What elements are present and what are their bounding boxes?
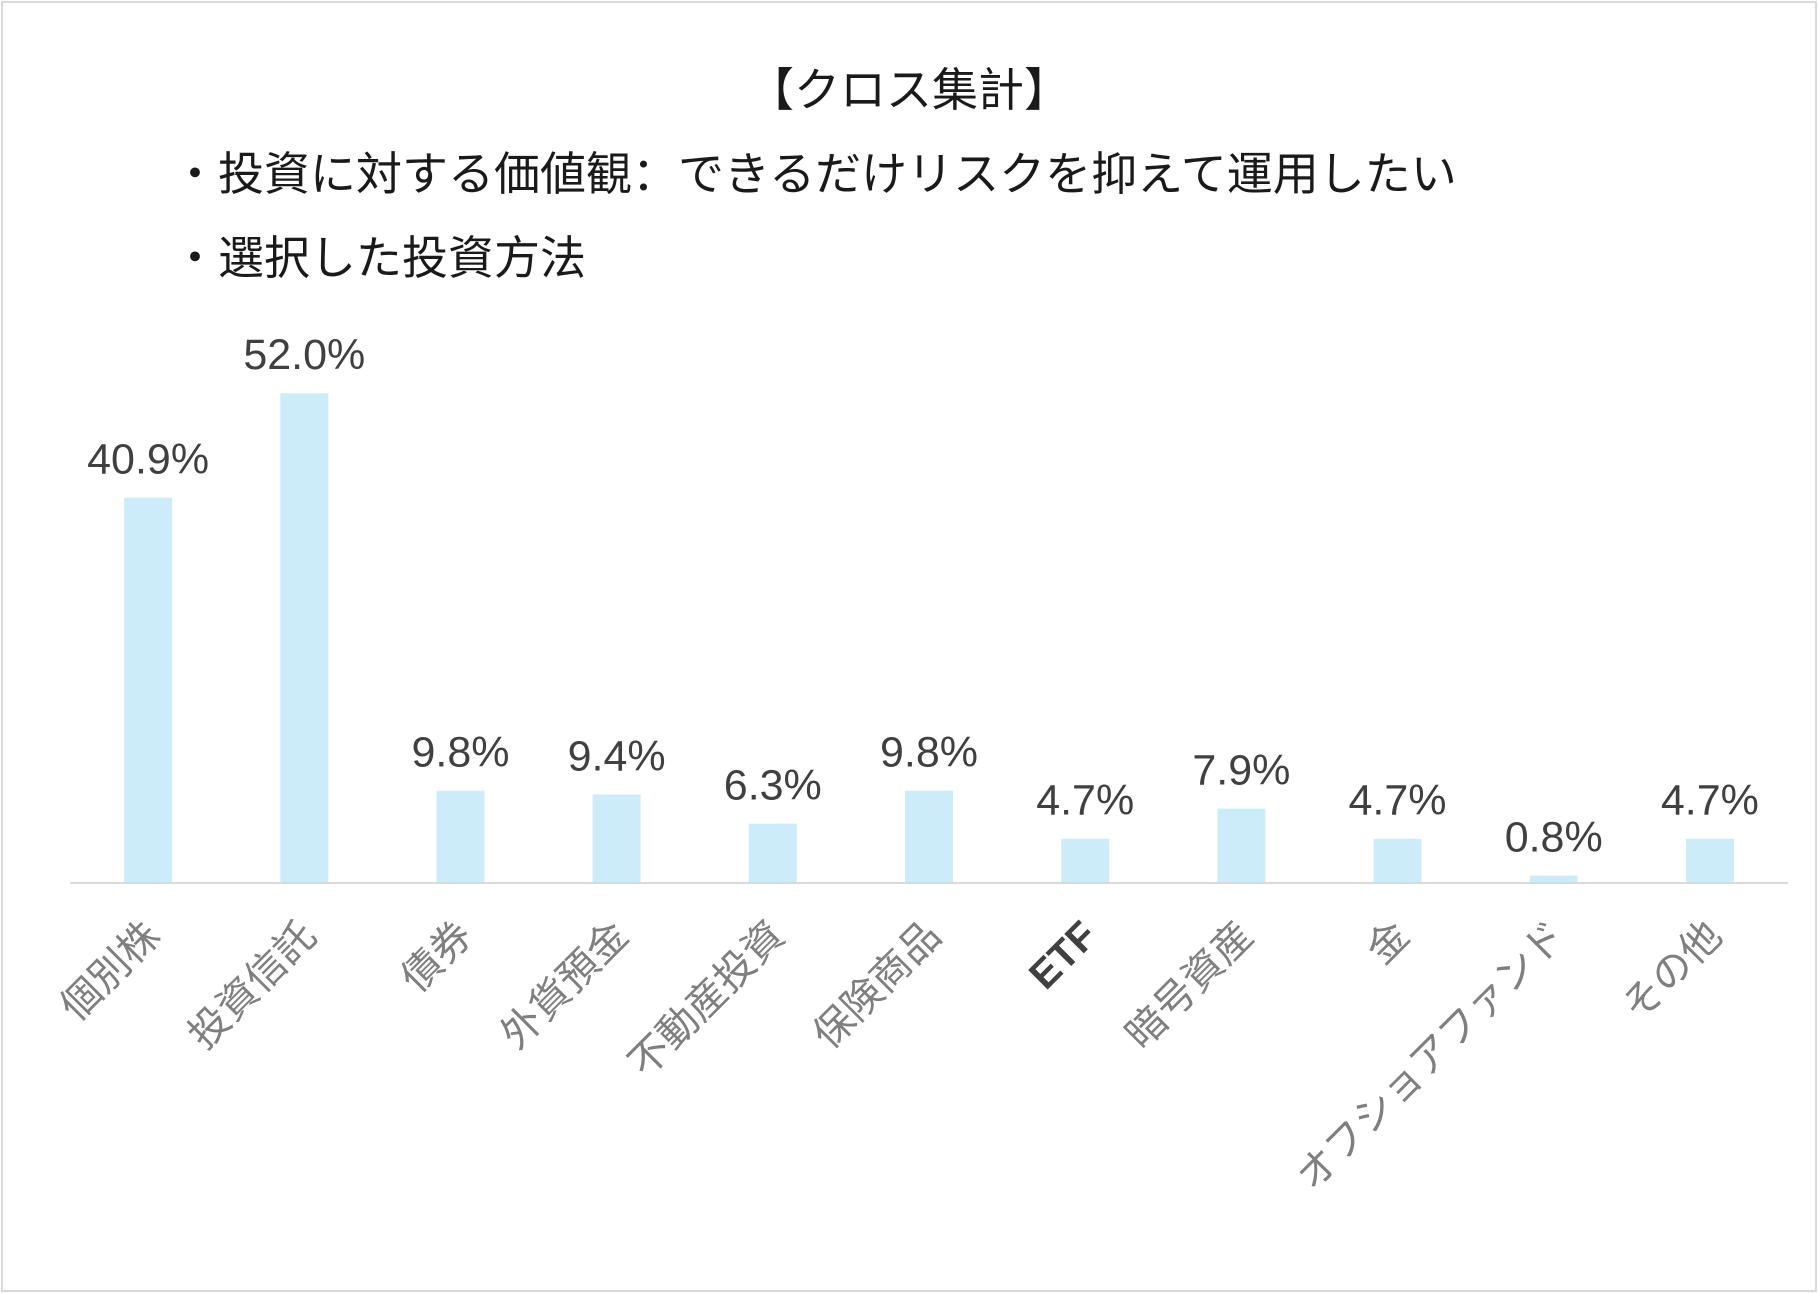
category-label-group: 個別株 投資信託 債券 外貨預金不動産投資 保険商品 ETF 暗号資産 金オフショアファンドそ…: [52, 913, 1731, 1200]
category-label-2: 投資信託: [180, 913, 326, 1059]
category-label-10: オフショアファンド: [1288, 913, 1575, 1200]
bar-3: [436, 790, 485, 883]
bar-10: [1529, 875, 1578, 883]
value-label-10: 0.8%: [1505, 814, 1603, 862]
category-label-9: 金: [1358, 913, 1419, 974]
value-label-9: 4.7%: [1348, 777, 1446, 825]
bar-9: [1373, 838, 1422, 883]
bar-7: [1061, 838, 1110, 883]
value-label-6: 9.8%: [880, 729, 978, 777]
category-label-7: ETF: [1021, 913, 1106, 998]
bar-11: [1685, 838, 1734, 883]
value-label-7: 4.7%: [1036, 777, 1134, 825]
bar-6: [905, 790, 953, 883]
chart-subtitle-line-1: ・投資に対する価値観：できるだけリスクを抑えて運用したい: [172, 147, 1457, 201]
category-label-3: 債券: [392, 913, 481, 1002]
value-label-4: 9.4%: [568, 733, 666, 781]
value-label-group: 40.9% 52.0% 9.8% 9.4% 6.3% 9.8% 4.7% 7.9% 4.7% 0.…: [87, 331, 1759, 861]
value-label-8: 7.9%: [1192, 747, 1290, 795]
bar-1: [124, 497, 173, 883]
value-label-3: 9.8%: [411, 729, 509, 777]
bar-2: [280, 393, 329, 883]
category-label-5: 不動産投資: [620, 913, 794, 1087]
category-label-4: 外貨預金: [492, 913, 638, 1059]
value-label-11: 4.7%: [1661, 777, 1759, 825]
bar-group: [124, 393, 1734, 883]
bar-4: [592, 794, 641, 883]
category-label-6: 保険商品: [804, 913, 950, 1059]
category-label-1: 個別株: [52, 913, 169, 1030]
value-label-5: 6.3%: [724, 762, 822, 810]
chart-subtitle-line-2: ・選択した投資方法: [172, 231, 586, 285]
chart-title: 【クロス集計】: [748, 63, 1070, 117]
bar-5: [748, 823, 797, 883]
value-label-1: 40.9%: [87, 436, 209, 484]
category-label-8: 暗号資産: [1117, 913, 1263, 1059]
value-label-2: 52.0%: [243, 331, 365, 379]
category-label-11: その他: [1614, 913, 1731, 1030]
bar-8: [1217, 808, 1266, 883]
